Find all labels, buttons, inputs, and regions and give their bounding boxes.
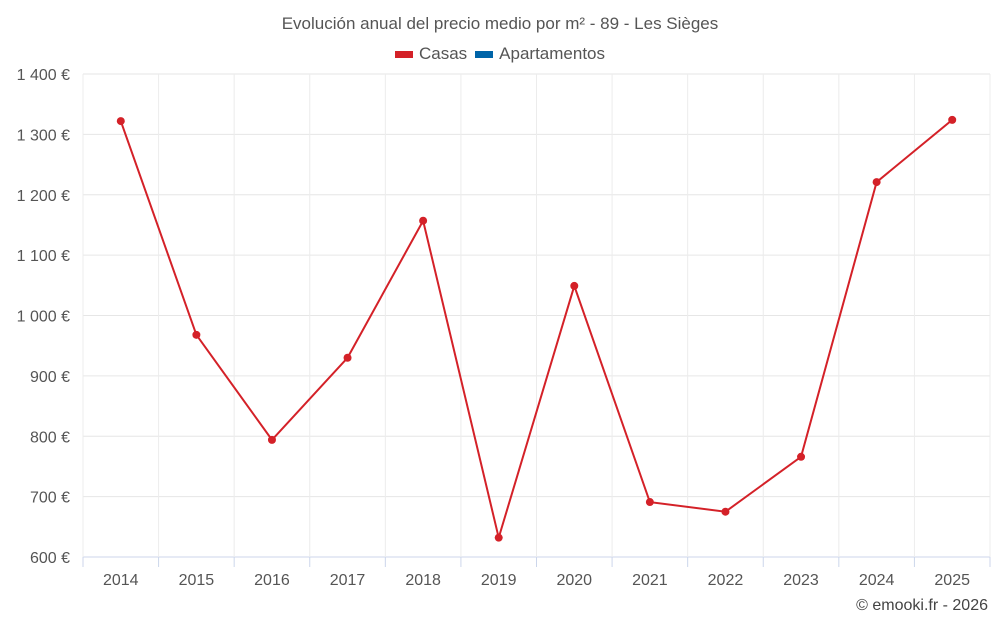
y-tick-label: 800 € xyxy=(30,429,70,446)
data-point-2021 xyxy=(645,498,654,507)
legend-item-casas[interactable]: Casas xyxy=(394,44,468,64)
legend-label-casas: Casas xyxy=(418,44,468,63)
data-point-2023 xyxy=(797,452,806,461)
y-tick-label: 1 100 € xyxy=(17,248,70,265)
y-tick-label: 600 € xyxy=(30,550,70,567)
data-point-2018 xyxy=(419,216,428,225)
y-tick-label: 700 € xyxy=(30,490,70,507)
y-tick-label: 1 200 € xyxy=(17,188,70,205)
x-tick-label: 2020 xyxy=(556,572,592,589)
legend-label-apartamentos: Apartamentos xyxy=(499,44,606,63)
credit: © emooki.fr - 2026 xyxy=(856,597,988,614)
data-point-2014 xyxy=(116,117,125,126)
data-point-2017 xyxy=(343,353,352,362)
series-line-casas xyxy=(119,119,953,542)
chart-title: Evolución anual del precio medio por m² … xyxy=(281,14,719,33)
data-point-2019 xyxy=(494,533,503,542)
x-tick-label: 2023 xyxy=(783,572,819,589)
y-tick-label: 1 000 € xyxy=(17,309,70,326)
data-point-2025 xyxy=(948,115,957,124)
data-point-2020 xyxy=(570,281,579,290)
x-tick-label: 2022 xyxy=(708,572,744,589)
x-tick-label: 2015 xyxy=(179,572,215,589)
data-point-2015 xyxy=(192,330,201,339)
x-tick-label: 2021 xyxy=(632,572,668,589)
x-tick-label: 2024 xyxy=(859,572,895,589)
data-point-2024 xyxy=(872,178,881,187)
legend: Casas Apartamentos xyxy=(0,44,1000,64)
data-point-2016 xyxy=(267,435,276,444)
y-tick-label: 1 400 € xyxy=(17,67,70,84)
data-point-2022 xyxy=(721,507,730,516)
x-tick-label: 2017 xyxy=(330,572,366,589)
legend-swatch-casas xyxy=(394,50,413,58)
x-tick-label: 2018 xyxy=(405,572,441,589)
x-tick-label: 2019 xyxy=(481,572,517,589)
x-tick-label: 2025 xyxy=(934,572,970,589)
y-tick-label: 900 € xyxy=(30,369,70,386)
x-tick-label: 2014 xyxy=(103,572,139,589)
legend-swatch-apartamentos xyxy=(475,50,494,58)
y-tick-label: 1 300 € xyxy=(17,127,70,144)
x-tick-label: 2016 xyxy=(254,572,290,589)
legend-item-apartamentos[interactable]: Apartamentos xyxy=(475,44,605,64)
